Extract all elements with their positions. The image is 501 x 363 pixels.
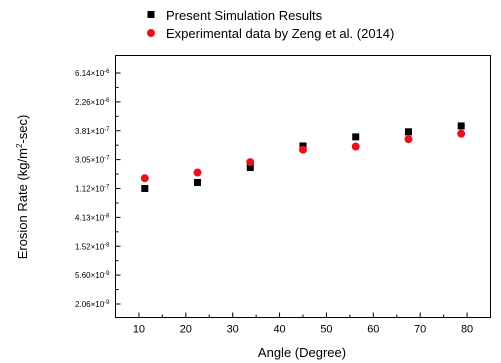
y-axis-title-sup: 2 [15, 143, 24, 148]
x-tick-label: 80 [461, 324, 473, 336]
experimental-point [351, 142, 360, 151]
x-tick-label: 20 [180, 324, 192, 336]
experimental-point [457, 129, 466, 138]
y-tick-exponent: -6 [104, 69, 110, 75]
y-tick-mantissa: 3.81×10 [75, 127, 105, 136]
y-tick-label: 5.60×10-9 [75, 271, 110, 280]
y-tick-label: 2.26×10-6 [75, 98, 110, 107]
x-tick-label: 30 [227, 324, 239, 336]
y-tick-label: 3.05×10-7 [75, 156, 110, 165]
y-tick-label: 6.14×10-6 [75, 69, 110, 78]
experimental-point [193, 168, 202, 177]
simulation-point [141, 185, 149, 192]
simulation-point [246, 164, 254, 172]
x-tick-label: 40 [273, 324, 285, 336]
legend-marker-experimental [147, 29, 155, 37]
y-tick-mantissa: 5.60×10 [75, 271, 105, 280]
x-axis: 10 20 30 40 50 60 70 80 [133, 312, 473, 336]
x-tick-label: 60 [367, 324, 379, 336]
experimental-point [299, 145, 307, 154]
legend-label: Experimental data by Zeng et al. (2014) [166, 26, 394, 41]
y-tick-exponent: -6 [104, 98, 110, 104]
x-axis-title: Angle (Degree) [258, 345, 346, 360]
experimental-point [140, 174, 149, 183]
experimental-point [404, 135, 413, 144]
y-tick-label: 2.06×10-9 [75, 300, 110, 309]
x-tick-label: 10 [133, 324, 145, 336]
simulation-point [457, 122, 465, 130]
y-tick-exponent: -8 [104, 242, 110, 248]
y-tick-mantissa: 3.05×10 [75, 156, 105, 165]
y-tick-mantissa: 1.12×10 [75, 185, 105, 194]
data-marks [140, 122, 466, 192]
y-tick-exponent: -7 [104, 127, 110, 133]
y-tick-label: 4.13×10-8 [75, 213, 110, 222]
plot-frame [115, 55, 491, 318]
experimental-point [246, 158, 255, 167]
legend: Present Simulation Results Experimental d… [147, 8, 394, 41]
simulation-point [404, 128, 412, 136]
y-tick-exponent: -7 [104, 156, 110, 162]
x-tick-label: 70 [414, 324, 426, 336]
y-tick-mantissa: 6.14×10 [75, 69, 105, 78]
y-tick-mantissa: 1.52×10 [75, 242, 105, 251]
simulation-point [194, 178, 202, 186]
y-tick-exponent: -9 [104, 300, 110, 306]
y-tick-label: 1.52×10-8 [75, 242, 110, 251]
y-tick-exponent: -8 [104, 213, 110, 219]
y-tick-label: 3.81×10-7 [75, 127, 110, 136]
y-tick-mantissa: 2.06×10 [75, 300, 105, 309]
y-tick-mantissa: 4.13×10 [75, 213, 105, 222]
y-axis-title-main: Erosion Rate (kg/m [15, 148, 30, 259]
y-tick-exponent: -7 [104, 185, 110, 191]
legend-label: Present Simulation Results [166, 8, 323, 23]
x-tick-label: 50 [320, 324, 332, 336]
simulation-point [352, 133, 360, 141]
y-tick-label: 1.12×10-7 [75, 185, 110, 194]
y-axis-title: Erosion Rate (kg/m2-sec) [15, 115, 30, 260]
y-tick-mantissa: 2.26×10 [75, 98, 105, 107]
y-axis: 2.06×10-95.60×10-91.52×10-84.13×10-81.12… [75, 69, 121, 309]
legend-marker-simulation [147, 11, 155, 18]
y-axis-title-tail: -sec) [15, 115, 30, 144]
y-tick-exponent: -9 [104, 271, 110, 277]
